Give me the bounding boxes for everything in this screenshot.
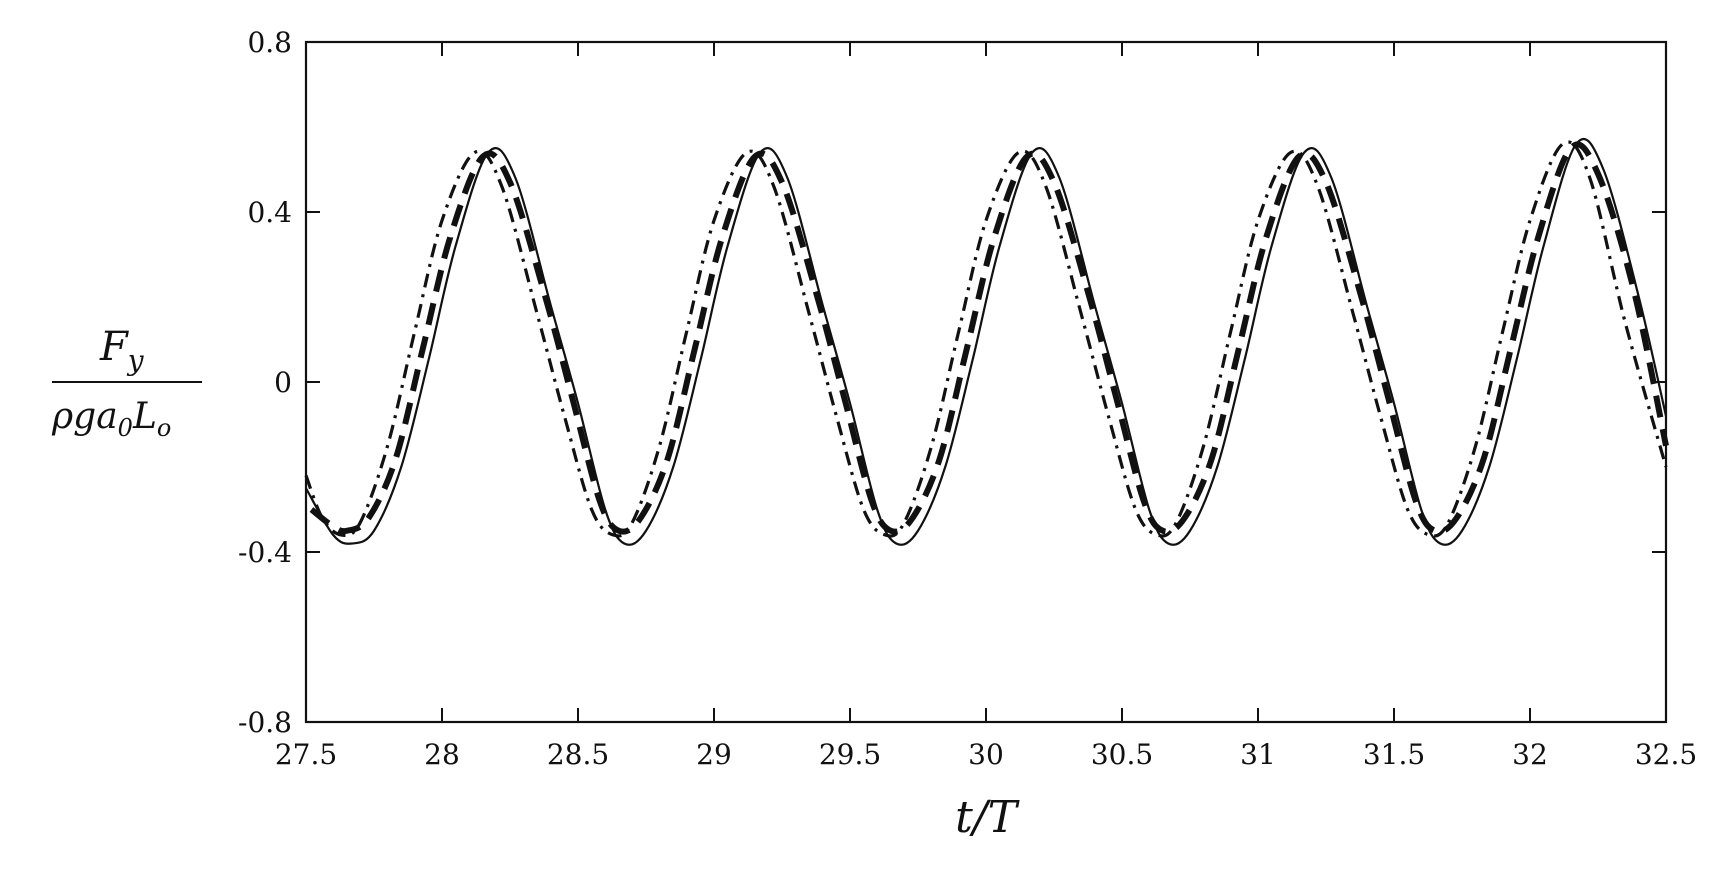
y-label-num-main: F — [99, 324, 129, 370]
y-tick-label: 0.8 — [247, 26, 292, 59]
y-tick-label: 0 — [274, 366, 292, 399]
x-tick-label: 28 — [424, 738, 460, 771]
y-tick-label: 0.4 — [247, 196, 292, 229]
x-tick-label: 29.5 — [819, 738, 881, 771]
x-tick-label: 30.5 — [1091, 738, 1153, 771]
y-axis-label-numerator: Fy — [99, 324, 145, 377]
x-tick-label: 28.5 — [547, 738, 609, 771]
series-line-1-solid — [305, 137, 1668, 546]
y-label-den-sub1: 0 — [118, 414, 133, 442]
y-tick-label: -0.4 — [238, 536, 292, 569]
series-line-3-dashdot — [304, 140, 1668, 538]
x-tick-label: 32.5 — [1635, 738, 1697, 771]
x-tick-label: 27.5 — [275, 738, 337, 771]
x-tick-label: 31.5 — [1363, 738, 1425, 771]
series-layer — [304, 137, 1669, 546]
y-label-den-part2: L — [132, 396, 157, 437]
plot-frame — [304, 40, 1668, 724]
ticks-layer — [305, 41, 1667, 723]
y-label-num-sub: y — [126, 344, 145, 377]
y-tick-label: -0.8 — [238, 706, 292, 739]
series-line-2-dashed-thick — [309, 141, 1669, 535]
x-axis-label: t/T — [955, 792, 1021, 843]
labels-layer: 27.5 28 28.5 29 29.5 30 30.5 31 31.5 32 32.5 -0.8 -0… — [238, 26, 1697, 771]
y-axis-label: Fy ρga0Lo — [51, 324, 202, 442]
y-axis-label-denominator: ρga0Lo — [51, 396, 171, 442]
x-tick-label: 31 — [1240, 738, 1276, 771]
y-label-den-sub2: o — [157, 414, 171, 442]
x-tick-label: 29 — [696, 738, 732, 771]
x-tick-label: 32 — [1512, 738, 1548, 771]
x-tick-label: 30 — [968, 738, 1004, 771]
y-label-den-part1: ρga — [51, 396, 118, 437]
